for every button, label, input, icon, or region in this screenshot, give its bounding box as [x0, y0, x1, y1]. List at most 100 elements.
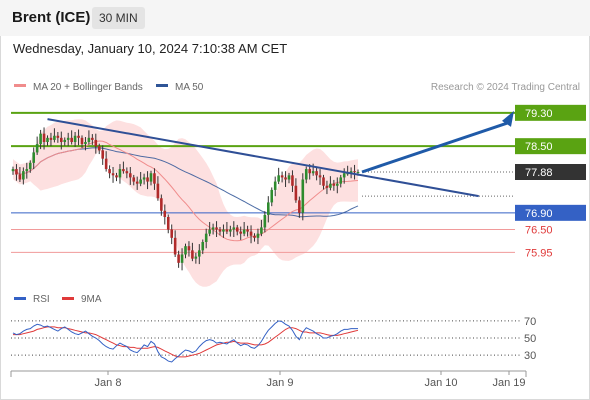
resistance-price-tag — [515, 104, 586, 121]
candle-body — [63, 139, 67, 142]
candle-body — [163, 210, 167, 217]
candle-body — [70, 137, 73, 142]
candle-body — [211, 227, 215, 230]
candle-body — [311, 171, 315, 174]
candle-body — [108, 169, 111, 174]
candle-body — [115, 175, 118, 178]
candle-body — [170, 229, 173, 238]
candle-body — [111, 173, 115, 176]
candle-body — [229, 229, 232, 232]
candle-body — [146, 177, 149, 182]
candle-body — [32, 152, 35, 163]
last-price-tag — [515, 164, 586, 180]
candle-body — [201, 242, 205, 251]
candle-body — [46, 137, 49, 142]
candle-body — [173, 237, 177, 255]
candle-body — [267, 202, 270, 215]
candle-body — [277, 175, 280, 182]
candle-body — [322, 177, 325, 186]
candle-body — [308, 169, 311, 174]
candle-body — [235, 227, 239, 232]
candle-body — [208, 229, 211, 234]
candle-body — [28, 162, 32, 170]
support-price-label: 76.50 — [525, 225, 553, 237]
support-price-label: 75.95 — [525, 247, 553, 259]
candle-body — [356, 172, 360, 173]
ma9-legend-swatch — [62, 297, 74, 300]
rsi-ma9-line — [13, 326, 359, 358]
candle-body — [25, 169, 29, 172]
candle-body — [94, 139, 98, 147]
candle-body — [125, 171, 129, 174]
candle-body — [249, 231, 253, 236]
ma9-legend-label: 9MA — [81, 294, 102, 305]
candle-body — [42, 133, 46, 142]
candle-body — [332, 183, 336, 186]
candle-body — [232, 227, 236, 230]
candle-body — [15, 169, 18, 175]
chart-datetime: Wednesday, January 10, 2024 7:10:38 AM C… — [13, 41, 288, 56]
rsi-legend-swatch — [14, 297, 26, 300]
candle-body — [287, 175, 291, 180]
candle-body — [177, 254, 180, 263]
instrument-title: Brent (ICE) — [12, 9, 91, 26]
candle-body — [101, 150, 104, 159]
candle-body — [129, 173, 132, 178]
candle-body — [246, 229, 249, 232]
candle-body — [118, 169, 122, 178]
candle-body — [56, 135, 60, 138]
candle-body — [222, 229, 225, 232]
interval-badge[interactable]: 30 MIN — [92, 7, 145, 29]
x-axis-tick-label: Jan 19 — [492, 377, 525, 389]
candle-body — [294, 185, 298, 201]
candle-body — [301, 179, 305, 213]
candle-body — [298, 200, 301, 213]
candle-body — [336, 183, 339, 186]
candle-body — [104, 158, 108, 170]
candle-body — [132, 177, 136, 182]
candle-body — [318, 175, 322, 178]
candle-body — [35, 144, 39, 153]
candle-body — [280, 175, 284, 178]
candle-body — [184, 246, 187, 255]
candle-body — [11, 169, 15, 172]
rsi-line — [12, 320, 358, 363]
candle-body — [253, 235, 256, 238]
candle-body — [329, 183, 332, 188]
resistance-price-label: 78.50 — [525, 141, 553, 153]
candle-body — [191, 250, 194, 259]
rsi-level-label: 50 — [524, 333, 536, 345]
candle-body — [60, 137, 63, 142]
candle-body — [80, 137, 84, 145]
candle-body — [304, 169, 308, 180]
candle-body — [149, 173, 153, 182]
candle-body — [166, 217, 170, 230]
candle-body — [22, 171, 25, 180]
candle-body — [263, 214, 267, 228]
resistance-price-label: 79.30 — [525, 108, 553, 120]
pivot-price-tag — [515, 204, 586, 221]
rsi-level-label: 70 — [524, 316, 536, 328]
candle-body — [273, 181, 277, 190]
candle-body — [49, 137, 53, 140]
candle-body — [242, 229, 246, 234]
candle-body — [91, 137, 94, 140]
candle-body — [256, 233, 260, 238]
x-axis-tick-label: Jan 10 — [424, 377, 457, 389]
candle-body — [325, 185, 329, 188]
candle-body — [97, 146, 101, 151]
resistance-price-tag — [515, 138, 586, 155]
candle-body — [66, 137, 70, 140]
credit-label: Research © 2024 Trading Central — [431, 82, 580, 93]
candle-body — [156, 183, 160, 199]
candle-body — [260, 227, 263, 234]
projection-arrow-shaft — [361, 121, 509, 174]
candle-body — [87, 137, 91, 142]
ma20-legend-label: MA 20 + Bollinger Bands — [33, 82, 143, 93]
candle-body — [215, 227, 218, 230]
candle-body — [315, 171, 318, 176]
candle-body — [187, 246, 191, 251]
candle-body — [270, 189, 274, 203]
candle-body — [342, 173, 346, 178]
